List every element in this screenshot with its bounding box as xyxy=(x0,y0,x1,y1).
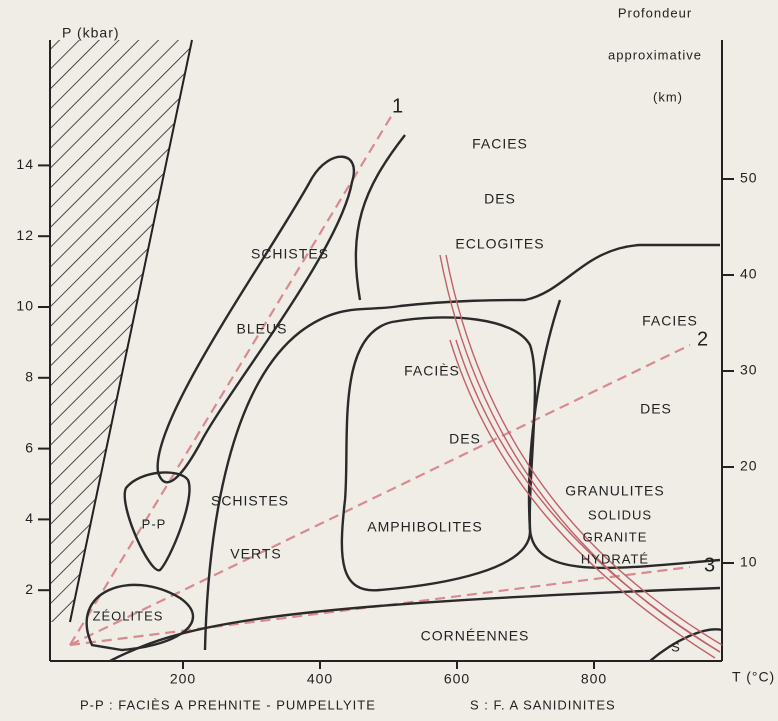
hatched-zone xyxy=(50,40,192,622)
y2-tick-label: 20 xyxy=(740,458,758,474)
facies-label: FACIES xyxy=(642,313,698,329)
facies-label: GRANULITES xyxy=(565,483,664,499)
facies-boundaries xyxy=(85,134,723,663)
solidus-label: HYDRATÉ xyxy=(581,551,649,566)
granulite-boundary xyxy=(527,299,721,570)
y-tick-label: 10 xyxy=(16,298,34,314)
footnote: P-P : FACIÈS A PREHNITE - PUMPELLYITE xyxy=(80,697,376,712)
facies-label: SCHISTES xyxy=(211,493,289,509)
y-axis-label: P (kbar) xyxy=(62,25,120,41)
y2-axis-label: approximative xyxy=(608,47,702,62)
facies-label: SCHISTES xyxy=(251,246,329,262)
facies-label: P-P xyxy=(142,516,167,531)
facies-label: CORNÉENNES xyxy=(421,628,530,644)
x-tick-label: 600 xyxy=(444,671,470,687)
facies-label: DES xyxy=(484,191,516,207)
facies-label: AMPHIBOLITES xyxy=(367,519,482,535)
facies-boundary xyxy=(203,243,720,651)
boundary-line xyxy=(69,39,193,623)
footnote: S : F. A SANIDINITES xyxy=(470,697,616,712)
facies-label: S xyxy=(671,639,681,654)
gradient-label: 1 xyxy=(392,95,404,117)
y2-tick-label: 50 xyxy=(740,170,758,186)
gradient-label: 2 xyxy=(697,328,709,350)
amphibolite-boundary xyxy=(340,316,537,592)
zeolite-boundary xyxy=(85,583,195,652)
y2-tick-label: 40 xyxy=(740,266,758,282)
solidus-line xyxy=(455,339,721,653)
solidus-line xyxy=(449,339,716,659)
facies-label: FACIÈS xyxy=(404,363,460,379)
y-tick-label: 14 xyxy=(16,156,34,172)
x-tick-label: 800 xyxy=(581,671,607,687)
facies-label: FACIES xyxy=(472,136,528,152)
x-tick-label: 400 xyxy=(307,671,333,687)
y2-axis-label: (km) xyxy=(653,89,683,104)
solidus-label: SOLIDUS xyxy=(588,507,652,522)
y2-axis-label: Profondeur xyxy=(618,5,692,20)
facies-label: DES xyxy=(449,431,481,447)
facies-label: VERTS xyxy=(230,546,281,562)
blueschist-boundary xyxy=(156,155,355,484)
gradient-line xyxy=(69,114,393,646)
gradient-label: 3 xyxy=(704,554,716,576)
y2-tick-label: 10 xyxy=(740,554,758,570)
solidus xyxy=(439,254,723,659)
pp-boundary xyxy=(123,471,191,572)
hornfels-boundary xyxy=(109,586,721,663)
sanidinite-boundary xyxy=(649,628,723,662)
x-axis-label: T (°C) xyxy=(732,669,775,685)
y-tick-label: 4 xyxy=(25,510,34,526)
y-tick-label: 2 xyxy=(25,581,34,597)
y2-tick-label: 30 xyxy=(740,362,758,378)
facies-label: BLEUS xyxy=(237,321,288,337)
y-tick-label: 12 xyxy=(16,227,34,243)
y-tick-label: 6 xyxy=(25,439,34,455)
y-tick-label: 8 xyxy=(25,369,34,385)
x-tick-label: 200 xyxy=(170,671,196,687)
eclogite-boundary xyxy=(354,134,406,301)
facies-label: ECLOGITES xyxy=(455,236,544,252)
solidus-label: GRANITE xyxy=(583,529,648,544)
facies-label: DES xyxy=(640,401,672,417)
solidus-line xyxy=(445,254,723,646)
facies-label: ZÉOLITES xyxy=(93,608,164,623)
